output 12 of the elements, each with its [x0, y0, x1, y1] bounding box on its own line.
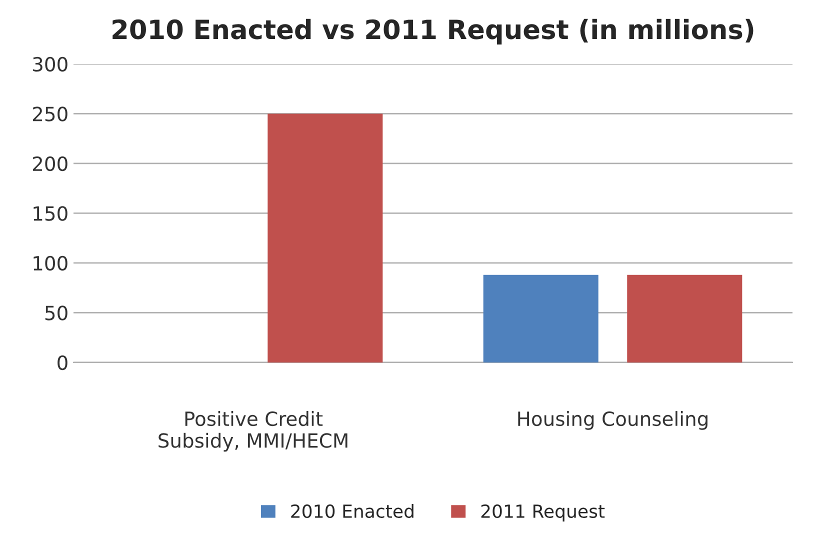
y-tick-label: 100: [34, 256, 68, 271]
x-tick-label: Housing Counseling: [518, 411, 708, 430]
legend-label: 2011 Request: [481, 504, 605, 522]
legend-label: 2010 Enacted: [291, 504, 414, 518]
y-tick-label: 0: [58, 355, 68, 370]
chart-title: 2010 Enacted vs 2011 Request (in millions): [112, 18, 754, 44]
y-tick-label: 150: [34, 206, 68, 221]
y-tick-label: 50: [45, 306, 68, 320]
y-tick-label: 200: [32, 156, 68, 172]
x-tick-label: Positive Credit Subsidy, MMI/HECM: [158, 411, 348, 452]
y-tick-label: 300: [33, 56, 68, 72]
y-tick-label: 250: [32, 106, 68, 122]
